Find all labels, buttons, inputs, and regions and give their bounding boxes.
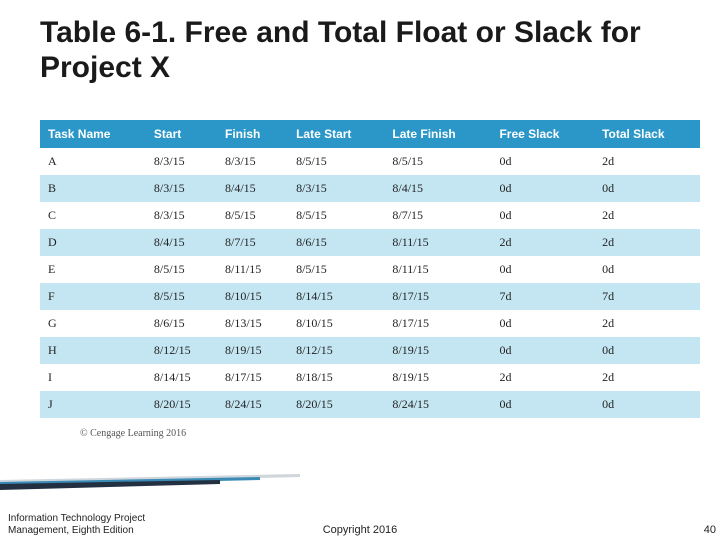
table-cell: 8/24/15 [217,391,288,418]
table-cell: 8/10/15 [288,310,384,337]
table-row: J8/20/158/24/158/20/158/24/150d0d [40,391,700,418]
table-cell: 0d [491,337,594,364]
table-cell: 8/19/15 [384,364,491,391]
table-cell: B [40,175,146,202]
table-row: D8/4/158/7/158/6/158/11/152d2d [40,229,700,256]
table-cell: C [40,202,146,229]
table-cell: H [40,337,146,364]
decorative-swoosh [0,474,300,490]
table-cell: 8/19/15 [217,337,288,364]
table-cell: 8/14/15 [146,364,217,391]
footer-left-line1: Information Technology Project [8,513,145,524]
table-cell: 2d [594,148,700,175]
table-cell: 8/7/15 [384,202,491,229]
footer-page-number: 40 [704,524,716,536]
table-cell: 8/4/15 [146,229,217,256]
table-cell: 8/24/15 [384,391,491,418]
table-cell: 8/4/15 [384,175,491,202]
table-cell: 0d [594,256,700,283]
column-header: Task Name [40,120,146,148]
table-cell: D [40,229,146,256]
table-row: F8/5/158/10/158/14/158/17/157d7d [40,283,700,310]
table-cell: 8/5/15 [217,202,288,229]
table-cell: 2d [594,364,700,391]
table-cell: 8/3/15 [146,202,217,229]
column-header: Late Finish [384,120,491,148]
table-cell: 8/3/15 [217,148,288,175]
table-cell: I [40,364,146,391]
table-cell: 0d [491,310,594,337]
table-cell: 8/13/15 [217,310,288,337]
table-cell: 8/3/15 [288,175,384,202]
table-header-row: Task NameStartFinishLate StartLate Finis… [40,120,700,148]
column-header: Free Slack [491,120,594,148]
table-cell: 2d [491,364,594,391]
table-cell: A [40,148,146,175]
table-row: I8/14/158/17/158/18/158/19/152d2d [40,364,700,391]
table-cell: 0d [491,175,594,202]
table-cell: 0d [491,148,594,175]
table-cell: 8/5/15 [146,256,217,283]
table-cell: 8/10/15 [217,283,288,310]
table-cell: 8/20/15 [146,391,217,418]
table-cell: 8/7/15 [217,229,288,256]
table-cell: 7d [594,283,700,310]
table-row: H8/12/158/19/158/12/158/19/150d0d [40,337,700,364]
column-header: Total Slack [594,120,700,148]
table-row: C8/3/158/5/158/5/158/7/150d2d [40,202,700,229]
table-cell: 8/12/15 [146,337,217,364]
column-header: Finish [217,120,288,148]
table-cell: 8/4/15 [217,175,288,202]
footer-center: Copyright 2016 [0,524,720,536]
table-cell: 0d [594,175,700,202]
table-cell: 0d [491,391,594,418]
table-row: G8/6/158/13/158/10/158/17/150d2d [40,310,700,337]
table-cell: 0d [491,202,594,229]
table-cell: 8/5/15 [146,283,217,310]
table-cell: 8/5/15 [288,202,384,229]
table-cell: 8/6/15 [288,229,384,256]
table-header: Task NameStartFinishLate StartLate Finis… [40,120,700,148]
table-cell: 0d [594,391,700,418]
table-cell: 8/3/15 [146,175,217,202]
table-row: B8/3/158/4/158/3/158/4/150d0d [40,175,700,202]
table-cell: 8/11/15 [384,256,491,283]
table-body: A8/3/158/3/158/5/158/5/150d2dB8/3/158/4/… [40,148,700,418]
table-cell: 2d [491,229,594,256]
table-cell: 8/17/15 [384,283,491,310]
slide-title: Table 6-1. Free and Total Float or Slack… [40,16,680,85]
table-cell: 8/5/15 [384,148,491,175]
column-header: Late Start [288,120,384,148]
table-cell: 2d [594,229,700,256]
table-cell: 8/17/15 [217,364,288,391]
table-cell: 0d [594,337,700,364]
float-table-container: Task NameStartFinishLate StartLate Finis… [40,120,700,418]
table-cell: F [40,283,146,310]
table-cell: G [40,310,146,337]
table-cell: 8/20/15 [288,391,384,418]
table-cell: 8/19/15 [384,337,491,364]
table-cell: E [40,256,146,283]
attribution-text: © Cengage Learning 2016 [80,428,186,439]
column-header: Start [146,120,217,148]
table-cell: 8/11/15 [217,256,288,283]
table-cell: 8/3/15 [146,148,217,175]
table-row: A8/3/158/3/158/5/158/5/150d2d [40,148,700,175]
table-cell: 8/17/15 [384,310,491,337]
table-cell: J [40,391,146,418]
table-cell: 8/12/15 [288,337,384,364]
slide: Table 6-1. Free and Total Float or Slack… [0,0,720,540]
table-cell: 0d [491,256,594,283]
table-cell: 8/5/15 [288,256,384,283]
table-cell: 8/5/15 [288,148,384,175]
float-table: Task NameStartFinishLate StartLate Finis… [40,120,700,418]
table-cell: 8/6/15 [146,310,217,337]
table-cell: 8/14/15 [288,283,384,310]
table-cell: 7d [491,283,594,310]
table-cell: 8/18/15 [288,364,384,391]
table-cell: 2d [594,202,700,229]
table-cell: 2d [594,310,700,337]
table-cell: 8/11/15 [384,229,491,256]
table-row: E8/5/158/11/158/5/158/11/150d0d [40,256,700,283]
